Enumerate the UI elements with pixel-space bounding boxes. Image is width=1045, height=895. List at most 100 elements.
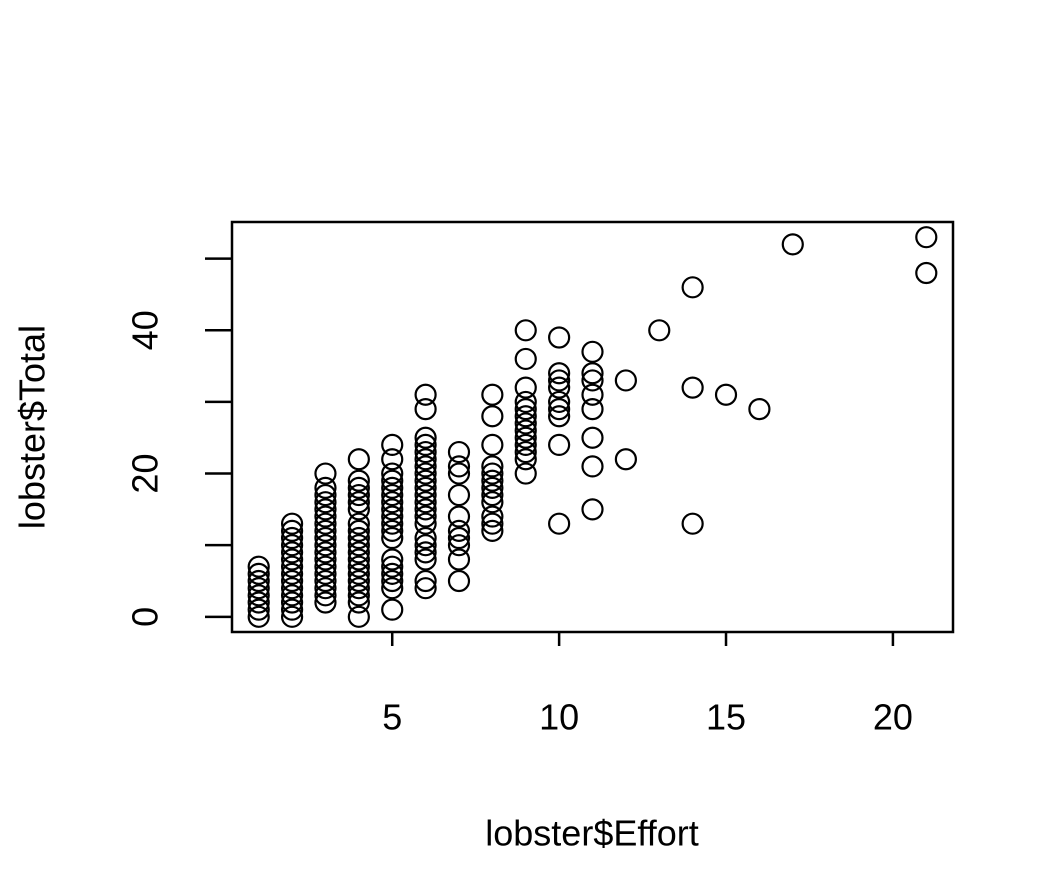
point [381,476,404,499]
point [514,433,537,457]
point [614,448,637,471]
point [581,426,604,449]
point [247,562,270,585]
point [381,505,404,528]
point [381,448,404,471]
point [481,462,504,485]
point [347,555,370,578]
point [581,362,604,385]
point [280,584,304,607]
point [414,541,437,564]
point [347,469,370,492]
point [314,476,337,499]
plot-box [230,220,955,634]
point [514,397,537,421]
point [280,512,304,535]
point [247,591,270,614]
point [581,455,604,478]
point [414,505,437,528]
point [414,548,437,571]
point [748,397,771,421]
point [614,369,637,392]
x-tick-label: 5 [382,697,402,738]
point [548,405,571,428]
point [280,598,304,621]
x-tick-label: 15 [706,697,746,738]
point [681,376,704,399]
point [447,440,471,464]
point [280,562,304,585]
point [481,405,504,428]
point [414,448,437,471]
point [414,455,437,478]
point [314,512,337,535]
point [414,483,437,507]
point [414,397,437,421]
y-tick-label: 40 [125,310,166,350]
point [514,419,537,442]
point [414,491,437,514]
y-tick-label: 20 [125,454,166,494]
point [481,519,504,542]
point [514,440,537,464]
point [481,383,504,406]
point [447,548,471,571]
point [447,569,471,593]
point [247,577,270,600]
point [414,526,437,550]
point [548,390,571,414]
point [781,233,804,256]
point [347,584,370,607]
point [414,476,437,499]
point [347,498,370,521]
point [548,512,571,535]
point [481,491,504,514]
point [581,383,604,406]
point [447,455,471,478]
point [481,433,504,457]
point [414,569,437,593]
point [548,397,571,421]
point [314,562,337,585]
point [280,526,304,550]
point [414,433,437,457]
point [381,562,404,585]
point [915,226,938,249]
point [347,491,370,514]
point [280,534,304,557]
point [514,462,537,485]
point [447,534,471,557]
point [548,376,571,399]
point [314,526,337,550]
point [314,498,337,521]
point [414,469,437,492]
point [314,534,337,557]
point [514,347,537,371]
point [447,519,471,542]
point [548,369,571,392]
point [247,605,270,628]
point [347,605,370,628]
point [548,362,571,385]
point [347,519,370,542]
point [514,319,537,342]
point [347,577,370,600]
point [381,519,404,542]
point [548,433,571,457]
point [514,426,537,449]
point [414,577,437,600]
point [481,476,504,499]
point [414,440,437,464]
point [314,569,337,593]
point [481,455,504,478]
point [347,476,370,499]
point [314,541,337,564]
point [514,412,537,435]
point [548,326,571,349]
point [280,541,304,564]
point [314,584,337,607]
point [347,483,370,507]
point [280,591,304,614]
point [681,276,704,299]
point [347,448,370,471]
